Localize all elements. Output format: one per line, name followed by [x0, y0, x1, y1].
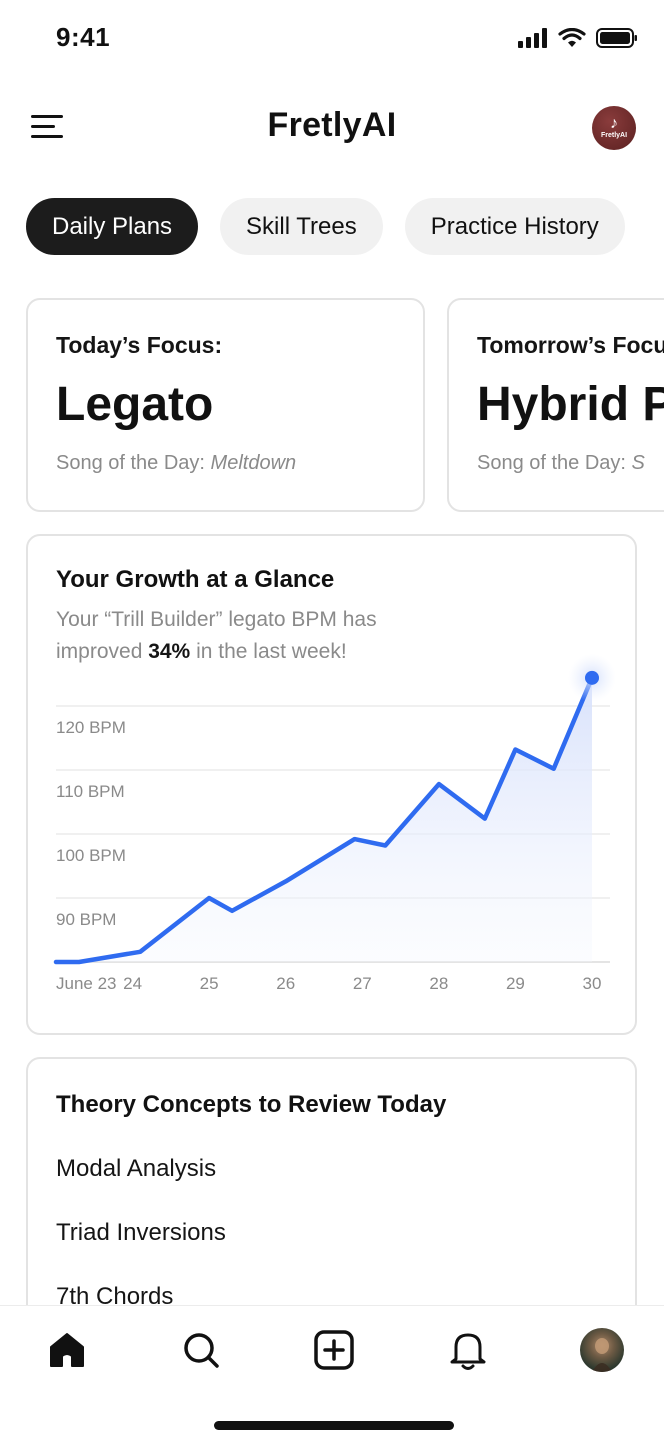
x-tick-label: 29 — [506, 974, 525, 993]
today-focus-card[interactable]: Today’s Focus: Legato Song of the Day: M… — [26, 298, 425, 512]
focus-carousel[interactable]: Today’s Focus: Legato Song of the Day: M… — [26, 298, 664, 512]
y-tick-label: 90 BPM — [56, 910, 116, 929]
growth-desc-text: Your “Trill Builder” legato BPM has impr… — [56, 608, 377, 663]
song-prefix: Song of the Day: — [477, 452, 632, 474]
add-icon[interactable] — [312, 1328, 356, 1372]
tomorrow-focus-card[interactable]: Tomorrow’s Focus: Hybrid Picking Song of… — [447, 298, 664, 512]
y-tick-label: 100 BPM — [56, 846, 126, 865]
x-tick-label: 27 — [353, 974, 372, 993]
tab-practice-history[interactable]: Practice History — [404, 198, 625, 255]
x-tick-label: 28 — [429, 974, 448, 993]
growth-card: Your Growth at a Glance Your “Trill Buil… — [26, 534, 637, 1035]
status-bar: 9:41 — [0, 0, 664, 80]
x-tick-label: 25 — [200, 974, 219, 993]
focus-title: Hybrid Picking — [477, 378, 664, 431]
theory-item[interactable]: Triad Inversions — [56, 1219, 226, 1246]
focus-label: Tomorrow’s Focus: — [477, 332, 664, 358]
brand-logo[interactable]: ♪ FretlyAI — [592, 106, 636, 150]
chart-endpoint-dot — [585, 670, 599, 685]
y-tick-label: 110 BPM — [56, 782, 125, 801]
tab-skill-trees[interactable]: Skill Trees — [220, 198, 383, 255]
signal-icon — [518, 28, 547, 48]
song-title: S — [631, 452, 645, 474]
status-time: 9:41 — [56, 22, 111, 52]
x-tick-label: 30 — [583, 974, 602, 993]
x-tick-label: June 23 — [56, 974, 117, 993]
growth-desc-text-end: in the last week! — [190, 640, 347, 663]
tab-daily-plans[interactable]: Daily Plans — [26, 198, 199, 255]
song-of-the-day: Song of the Day: S — [477, 452, 664, 475]
hamburger-menu-icon[interactable] — [30, 112, 66, 142]
home-indicator — [214, 1421, 454, 1430]
x-tick-label: 26 — [276, 974, 295, 993]
y-tick-label: 120 BPM — [56, 718, 126, 737]
theory-title: Theory Concepts to Review Today — [56, 1091, 447, 1118]
search-icon[interactable] — [179, 1328, 223, 1372]
x-tick-label: 24 — [123, 974, 142, 993]
app-title: FretlyAI — [267, 106, 397, 144]
app-header: FretlyAI ♪ FretlyAI — [0, 90, 664, 166]
chart-series-line — [53, 675, 595, 965]
focus-label: Today’s Focus: — [56, 332, 223, 358]
chart-area-fill — [56, 677, 592, 962]
bell-icon[interactable] — [446, 1328, 490, 1372]
profile-avatar[interactable] — [580, 1328, 624, 1372]
tab-bar: Daily Plans Skill Trees Practice History — [26, 198, 625, 255]
song-of-the-day: Song of the Day: Meltdown — [56, 452, 395, 475]
status-icons — [518, 28, 638, 48]
home-icon[interactable] — [45, 1328, 89, 1372]
growth-description: Your “Trill Builder” legato BPM has impr… — [56, 604, 456, 668]
battery-icon — [596, 28, 637, 48]
music-note-icon: ♪ — [610, 115, 618, 132]
brand-logo-text: FretlyAI — [600, 132, 628, 139]
song-title: Meltdown — [210, 452, 297, 474]
growth-percent: 34% — [148, 640, 191, 663]
focus-title: Legato — [56, 378, 214, 431]
theory-item[interactable]: Modal Analysis — [56, 1155, 217, 1182]
bpm-line-chart: 120 BPM 110 BPM 100 BPM 90 BPM June 23 24 25 26… — [53, 653, 616, 993]
wifi-icon — [558, 28, 586, 47]
bottom-nav — [0, 1305, 664, 1440]
song-prefix: Song of the Day: — [56, 452, 211, 474]
growth-title: Your Growth at a Glance — [56, 566, 335, 593]
